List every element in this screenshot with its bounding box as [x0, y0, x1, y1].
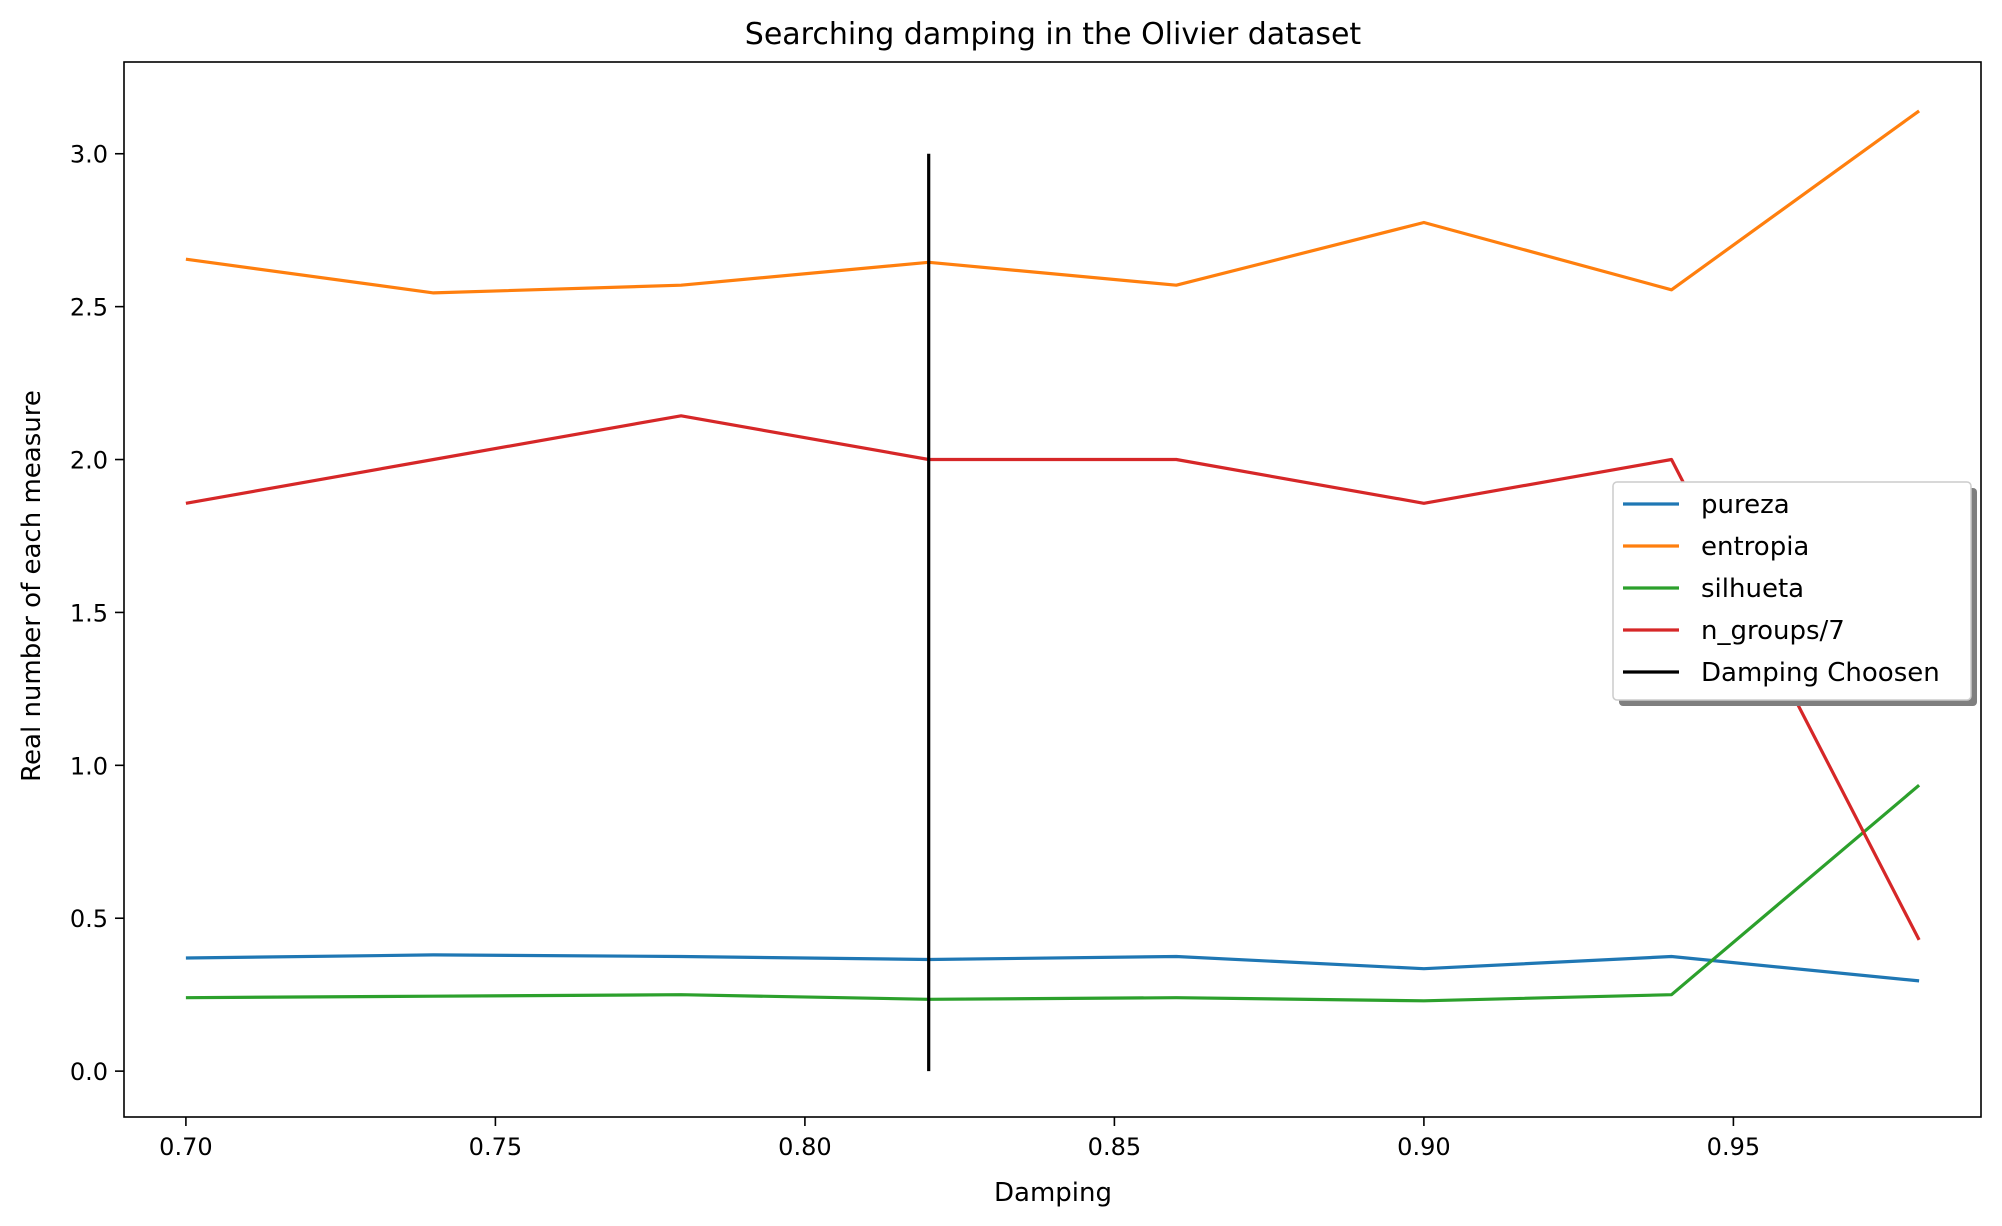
legend: pureza entropia silhueta n_groups/7 Damping … [1612, 481, 1977, 706]
x-tick-label: 0.75 [469, 1133, 522, 1161]
plot-area: 0.70 0.75 0.80 0.85 0.90 0.95 0.0 0.5 1.0 1.5 2.0 2… [70, 61, 1982, 1161]
chart-title: Searching damping in the Olivier dataset [745, 17, 1362, 52]
x-tick-label: 0.70 [159, 1133, 212, 1161]
y-tick-label: 1.5 [70, 599, 108, 627]
x-tick-label: 0.85 [1088, 1133, 1141, 1161]
series-line-n-groups-7 [185, 414, 1921, 941]
legend-box [1612, 481, 1972, 701]
series-line-entropia [185, 109, 1921, 295]
y-tick-label: 2.0 [70, 447, 108, 475]
legend-label-silhueta: silhueta [1701, 574, 1804, 604]
y-tick-label: 2.5 [70, 294, 108, 322]
y-tick-label: 0.0 [70, 1058, 108, 1086]
legend-label-pureza: pureza [1701, 490, 1790, 520]
x-axis-label: Damping [994, 1178, 1112, 1208]
legend-label-entropia: entropia [1701, 532, 1809, 562]
x-tick-label: 0.95 [1707, 1133, 1760, 1161]
x-tick-label: 0.90 [1397, 1133, 1450, 1161]
series-line-pureza [185, 953, 1920, 983]
x-tick-label: 0.80 [778, 1133, 831, 1161]
y-tick-label: 1.0 [70, 752, 108, 780]
legend-label-damping-choosen: Damping Choosen [1701, 658, 1940, 688]
y-tick-label: 3.0 [70, 141, 108, 169]
y-tick-label: 0.5 [70, 905, 108, 933]
plot-frame [123, 61, 1982, 1118]
series-line-silhueta [185, 783, 1921, 1003]
legend-label-n-groups-7: n_groups/7 [1701, 616, 1845, 646]
y-axis-label: Real number of each measure [17, 390, 47, 782]
